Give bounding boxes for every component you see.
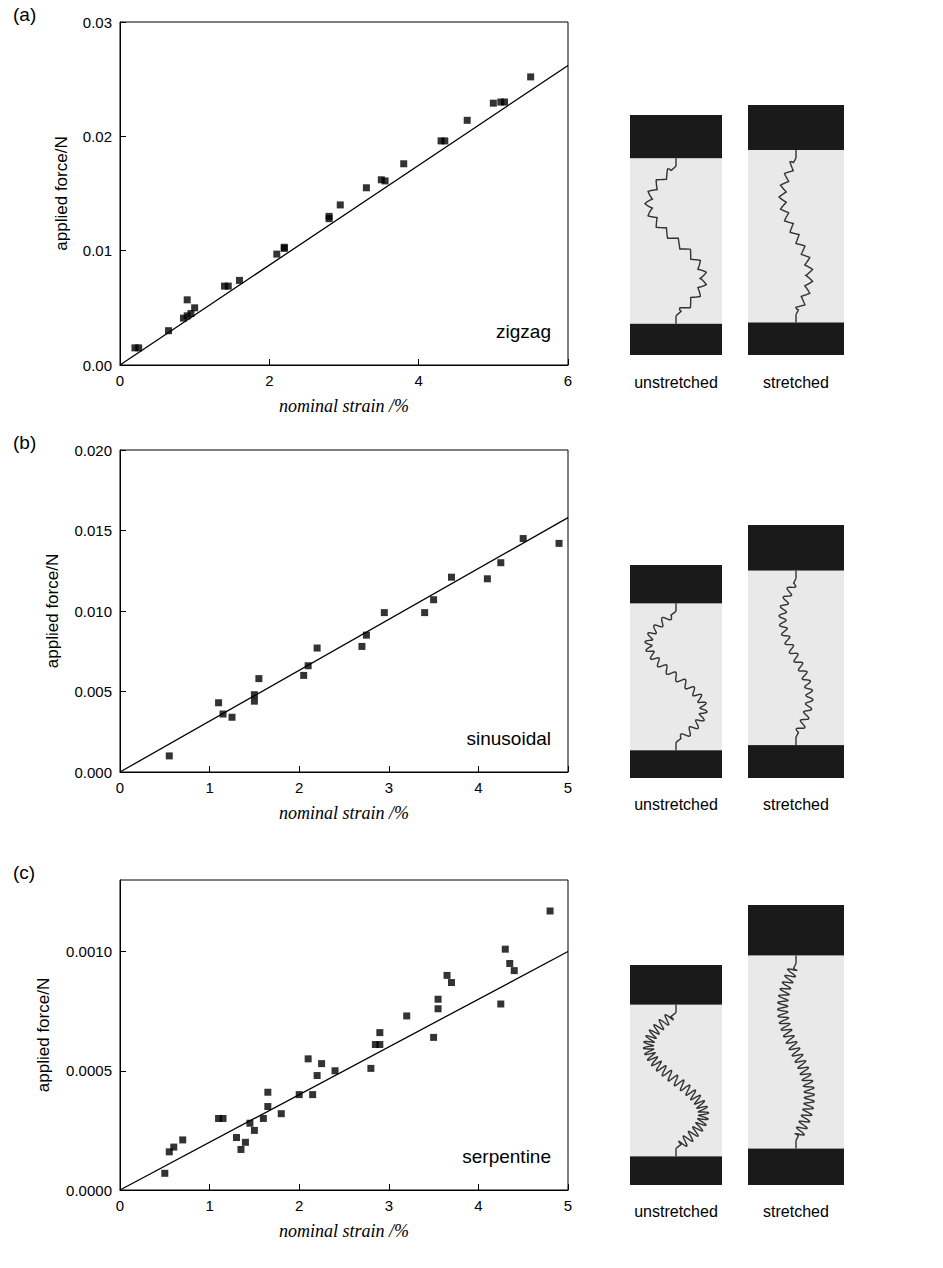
svg-text:2: 2	[265, 372, 273, 389]
svg-text:nominal strain /%: nominal strain /%	[279, 396, 409, 416]
svg-text:0: 0	[116, 779, 124, 796]
svg-text:serpentine: serpentine	[462, 1146, 551, 1167]
svg-text:stretched: stretched	[763, 374, 829, 391]
svg-text:zigzag: zigzag	[496, 321, 551, 342]
svg-text:unstretched: unstretched	[634, 1203, 718, 1220]
svg-text:0.015: 0.015	[74, 522, 112, 539]
svg-text:applied force/N: applied force/N	[52, 136, 71, 250]
svg-text:4: 4	[474, 1197, 482, 1214]
svg-text:sinusoidal: sinusoidal	[467, 728, 552, 749]
svg-text:3: 3	[385, 1197, 393, 1214]
svg-text:nominal strain /%: nominal strain /%	[279, 1221, 409, 1241]
svg-text:0: 0	[116, 1197, 124, 1214]
svg-text:0.0010: 0.0010	[66, 943, 112, 960]
svg-text:1: 1	[205, 779, 213, 796]
svg-text:1: 1	[205, 1197, 213, 1214]
svg-text:0.000: 0.000	[74, 764, 112, 781]
svg-text:stretched: stretched	[763, 1203, 829, 1220]
svg-text:stretched: stretched	[763, 796, 829, 813]
svg-text:0.0005: 0.0005	[66, 1062, 112, 1079]
svg-text:0.005: 0.005	[74, 683, 112, 700]
svg-text:0.0000: 0.0000	[66, 1182, 112, 1199]
svg-text:5: 5	[564, 779, 572, 796]
svg-text:(b): (b)	[13, 432, 36, 453]
svg-text:(c): (c)	[13, 862, 35, 883]
svg-text:(a): (a)	[13, 4, 36, 25]
svg-text:2: 2	[295, 779, 303, 796]
svg-text:0.02: 0.02	[83, 128, 112, 145]
svg-text:6: 6	[564, 372, 572, 389]
svg-text:0.03: 0.03	[83, 14, 112, 31]
svg-text:unstretched: unstretched	[634, 796, 718, 813]
svg-text:0: 0	[116, 372, 124, 389]
svg-text:applied force/N: applied force/N	[34, 978, 53, 1092]
svg-text:applied force/N: applied force/N	[43, 554, 62, 668]
svg-text:unstretched: unstretched	[634, 374, 718, 391]
svg-text:0.01: 0.01	[83, 242, 112, 259]
svg-text:5: 5	[564, 1197, 572, 1214]
svg-text:3: 3	[385, 779, 393, 796]
svg-text:4: 4	[474, 779, 482, 796]
svg-text:0.020: 0.020	[74, 442, 112, 459]
svg-text:nominal strain /%: nominal strain /%	[279, 803, 409, 823]
svg-text:4: 4	[414, 372, 422, 389]
svg-text:0.010: 0.010	[74, 603, 112, 620]
svg-text:2: 2	[295, 1197, 303, 1214]
svg-text:0.00: 0.00	[83, 357, 112, 374]
